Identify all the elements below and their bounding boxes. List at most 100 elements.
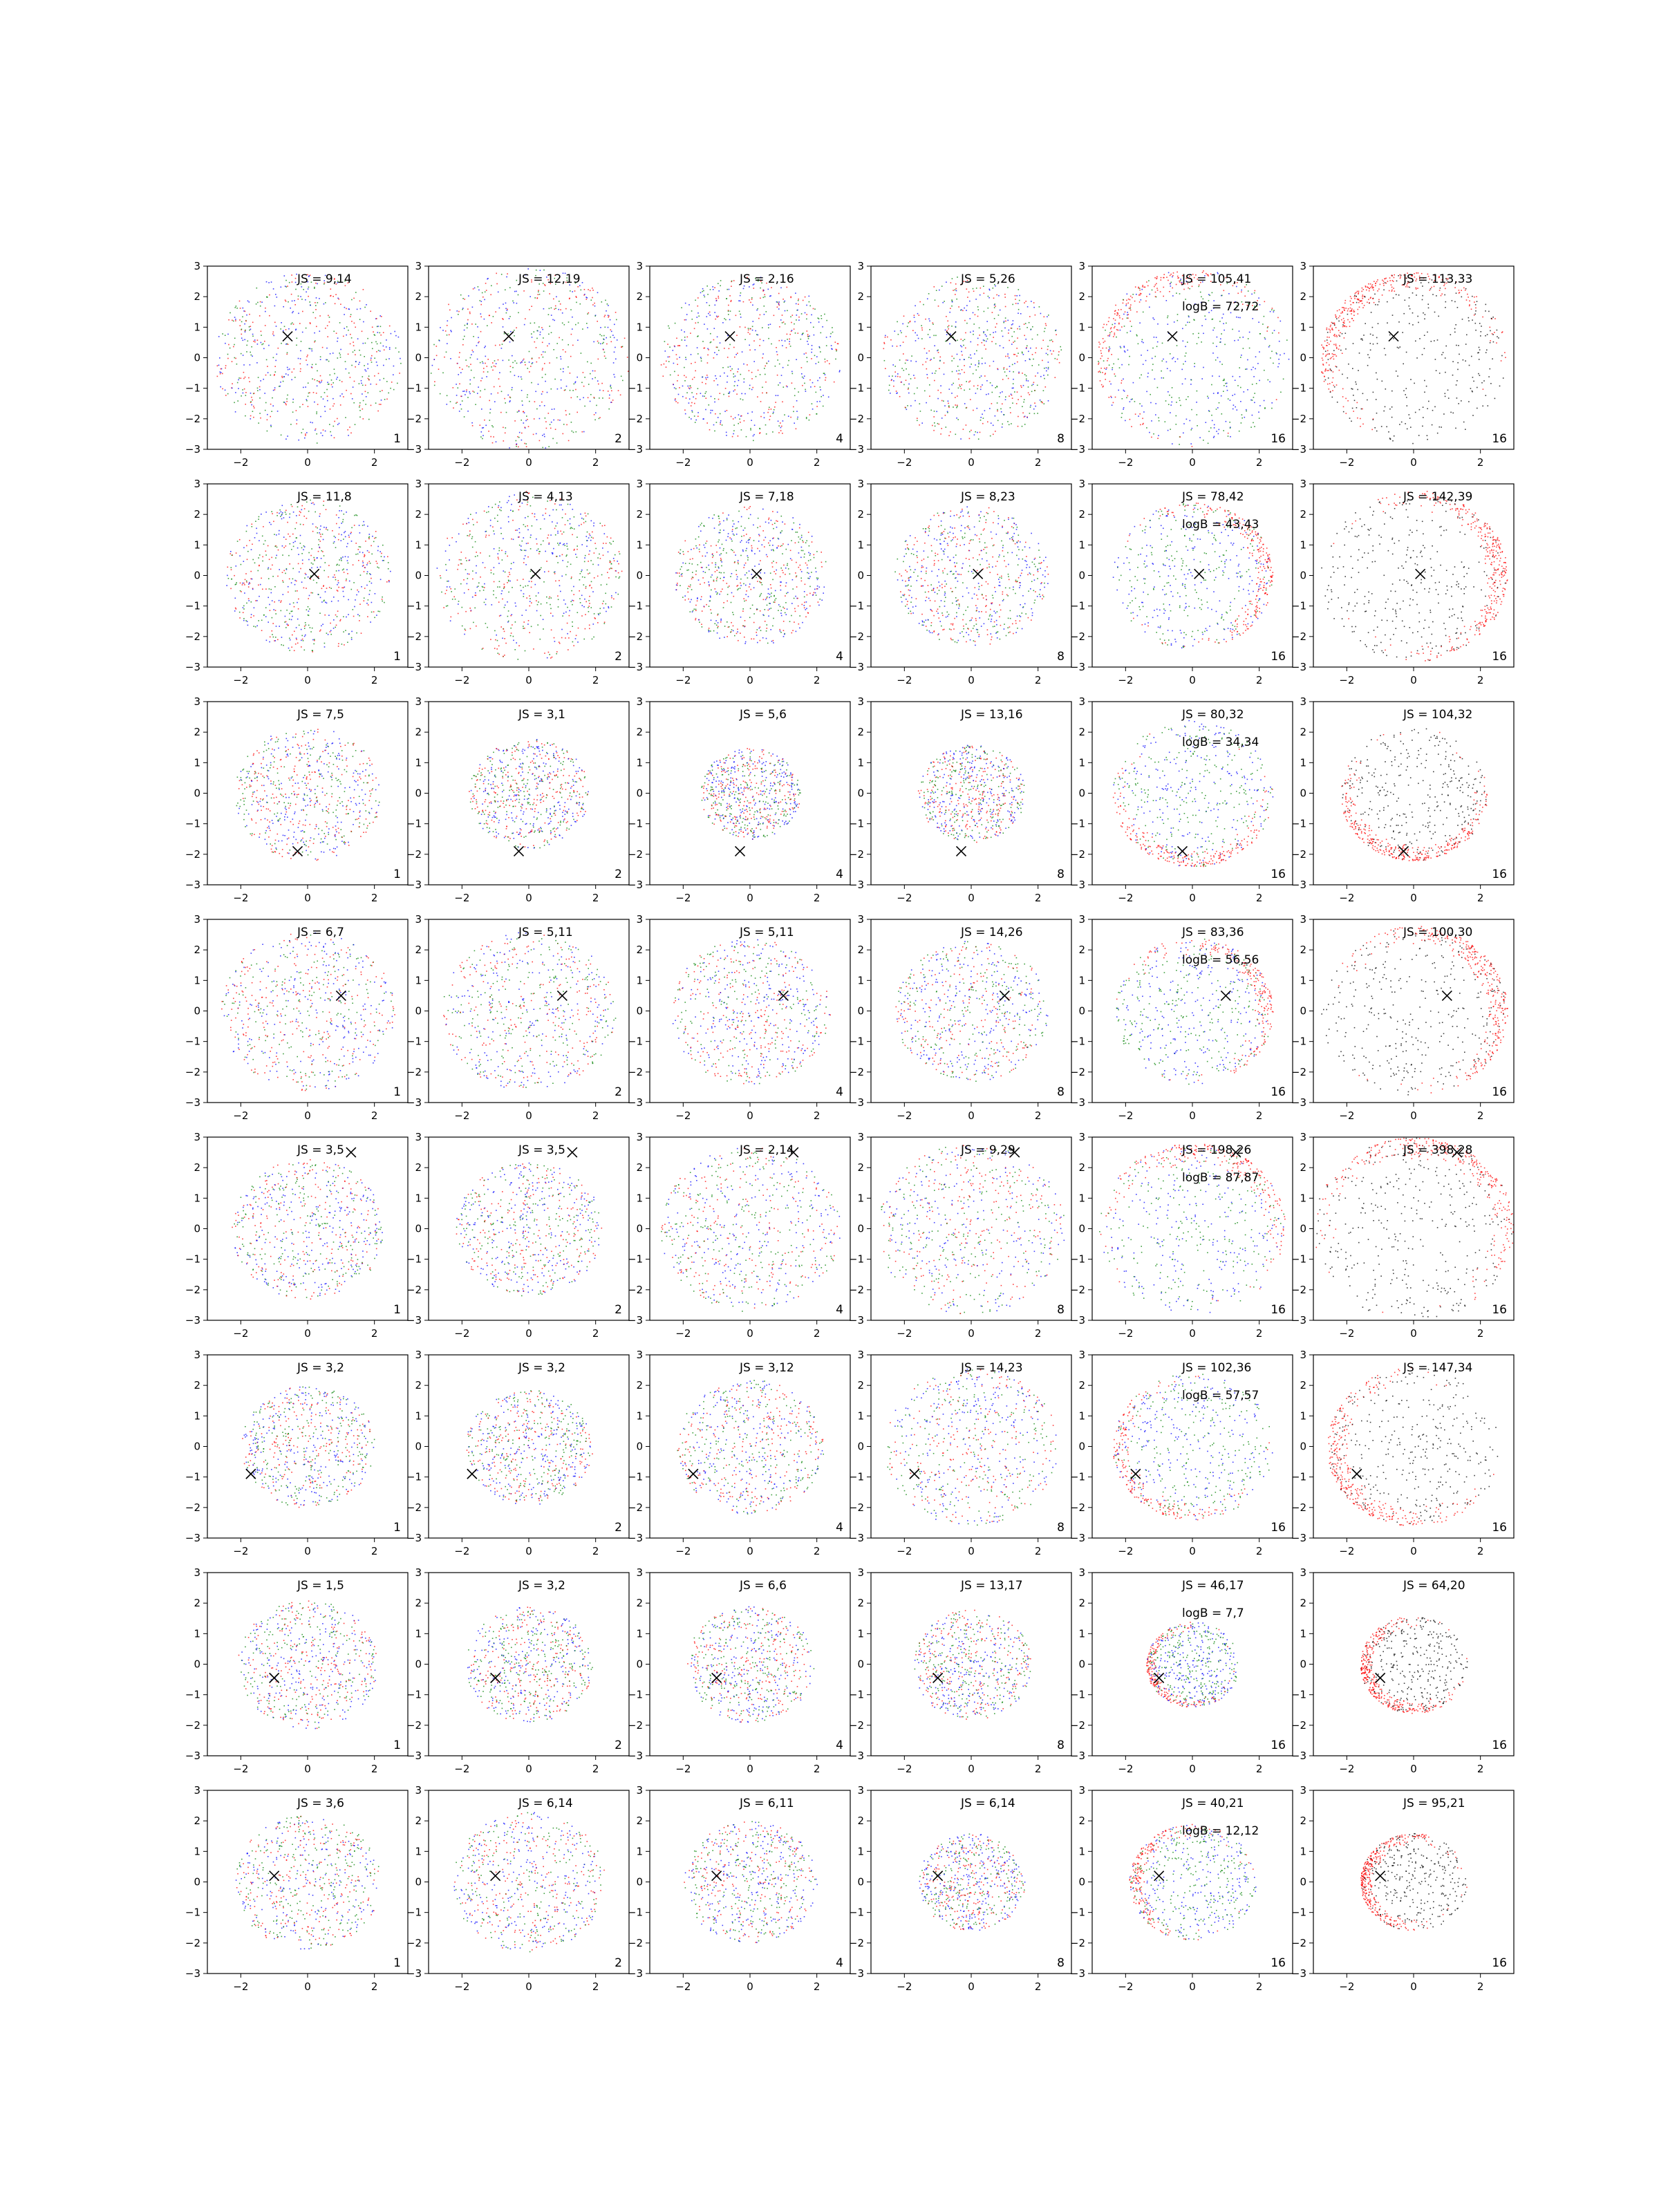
scatter-point: [987, 295, 989, 297]
scatter-point: [572, 291, 573, 292]
scatter-point: [742, 288, 744, 290]
scatter-point: [365, 541, 366, 542]
scatter-point: [1456, 344, 1457, 346]
scatter-point: [957, 366, 959, 367]
scatter-point: [1429, 290, 1431, 291]
scatter-point: [1344, 302, 1346, 304]
scatter-point: [1044, 377, 1045, 379]
scatter-point: [1480, 335, 1481, 337]
scatter-point: [1335, 366, 1338, 368]
scatter-point: [1167, 324, 1169, 325]
scatter-point: [1452, 361, 1454, 362]
scatter-point: [1248, 331, 1250, 333]
scatter-point: [353, 615, 355, 617]
scatter-point: [444, 330, 447, 332]
scatter-point: [344, 532, 345, 534]
scatter-point: [688, 388, 691, 390]
scatter-point: [358, 546, 360, 547]
dimension-label: 1: [393, 650, 401, 664]
scatter-point: [1236, 316, 1237, 318]
scatter-point: [768, 409, 770, 411]
scatter-point: [243, 364, 245, 366]
scatter-point: [469, 393, 471, 395]
scatter-point: [299, 571, 300, 573]
scatter-point: [1060, 349, 1062, 350]
scatter-point: [357, 614, 359, 615]
scatter-point: [517, 294, 519, 296]
scatter-point: [970, 331, 971, 333]
scatter-point: [584, 554, 586, 556]
scatter-point: [276, 534, 277, 536]
scatter-point: [373, 541, 375, 543]
scatter-point: [270, 588, 272, 590]
scatter-point: [296, 522, 297, 524]
scatter-point: [1114, 310, 1116, 312]
scatter-point: [446, 395, 448, 397]
scatter-point: [1109, 348, 1111, 350]
scatter-point: [372, 536, 373, 537]
scatter-point: [277, 549, 279, 551]
scatter-point: [709, 315, 711, 316]
scatter-point: [507, 273, 508, 274]
scatter-point: [604, 315, 606, 316]
scatter-point: [320, 396, 322, 397]
scatter-point: [1000, 411, 1002, 413]
scatter-point: [529, 536, 532, 538]
scatter-point: [913, 393, 915, 395]
scatter-point: [910, 360, 912, 362]
scatter-point: [522, 404, 523, 406]
scatter-point: [1351, 297, 1352, 299]
scatter-point: [709, 305, 711, 306]
scatter-point: [292, 533, 294, 535]
scatter-point: [1286, 339, 1288, 341]
scatter-point: [1335, 317, 1337, 318]
scatter-point: [762, 290, 764, 292]
scatter-point: [250, 328, 252, 330]
scatter-point: [610, 329, 612, 330]
scatter-point: [1187, 396, 1189, 397]
scatter-point: [309, 348, 311, 350]
scatter-point: [727, 335, 729, 337]
scatter-point: [242, 307, 244, 309]
scatter-point: [915, 361, 917, 362]
scatter-point: [359, 404, 361, 406]
scatter-point: [929, 337, 931, 338]
scatter-point: [593, 397, 595, 399]
scatter-point: [1117, 329, 1119, 331]
scatter-point: [284, 299, 286, 301]
x-tick-label: −2: [233, 456, 248, 469]
scatter-point: [600, 584, 602, 585]
scatter-point: [594, 302, 595, 304]
scatter-point: [747, 276, 748, 279]
scatter-point: [1123, 346, 1125, 347]
scatter-point: [929, 329, 930, 330]
scatter-point: [1104, 367, 1105, 369]
scatter-point: [316, 442, 318, 444]
scatter-point: [1354, 298, 1356, 299]
scatter-point: [759, 345, 760, 346]
scatter-point: [1332, 371, 1334, 373]
scatter-point: [352, 386, 354, 388]
scatter-point: [248, 600, 250, 601]
scatter-point: [931, 373, 933, 374]
scatter-point: [553, 298, 554, 300]
scatter-point: [1141, 355, 1142, 356]
scatter-point: [556, 357, 558, 359]
scatter-point: [1438, 373, 1441, 374]
scatter-point: [1332, 329, 1333, 330]
scatter-point: [757, 396, 758, 397]
scatter-point: [1181, 283, 1183, 285]
scatter-point: [341, 560, 342, 561]
scatter-point: [1130, 330, 1132, 332]
scatter-point: [718, 350, 720, 351]
scatter-point: [474, 377, 475, 379]
scatter-point: [450, 358, 451, 359]
scatter-point: [1327, 332, 1329, 333]
scatter-point: [589, 585, 590, 587]
scatter-point: [293, 650, 295, 651]
scatter-point: [388, 358, 390, 359]
scatter-point: [320, 432, 322, 434]
scatter-point: [590, 299, 592, 301]
scatter-point: [589, 290, 591, 292]
scatter-point: [838, 371, 841, 373]
